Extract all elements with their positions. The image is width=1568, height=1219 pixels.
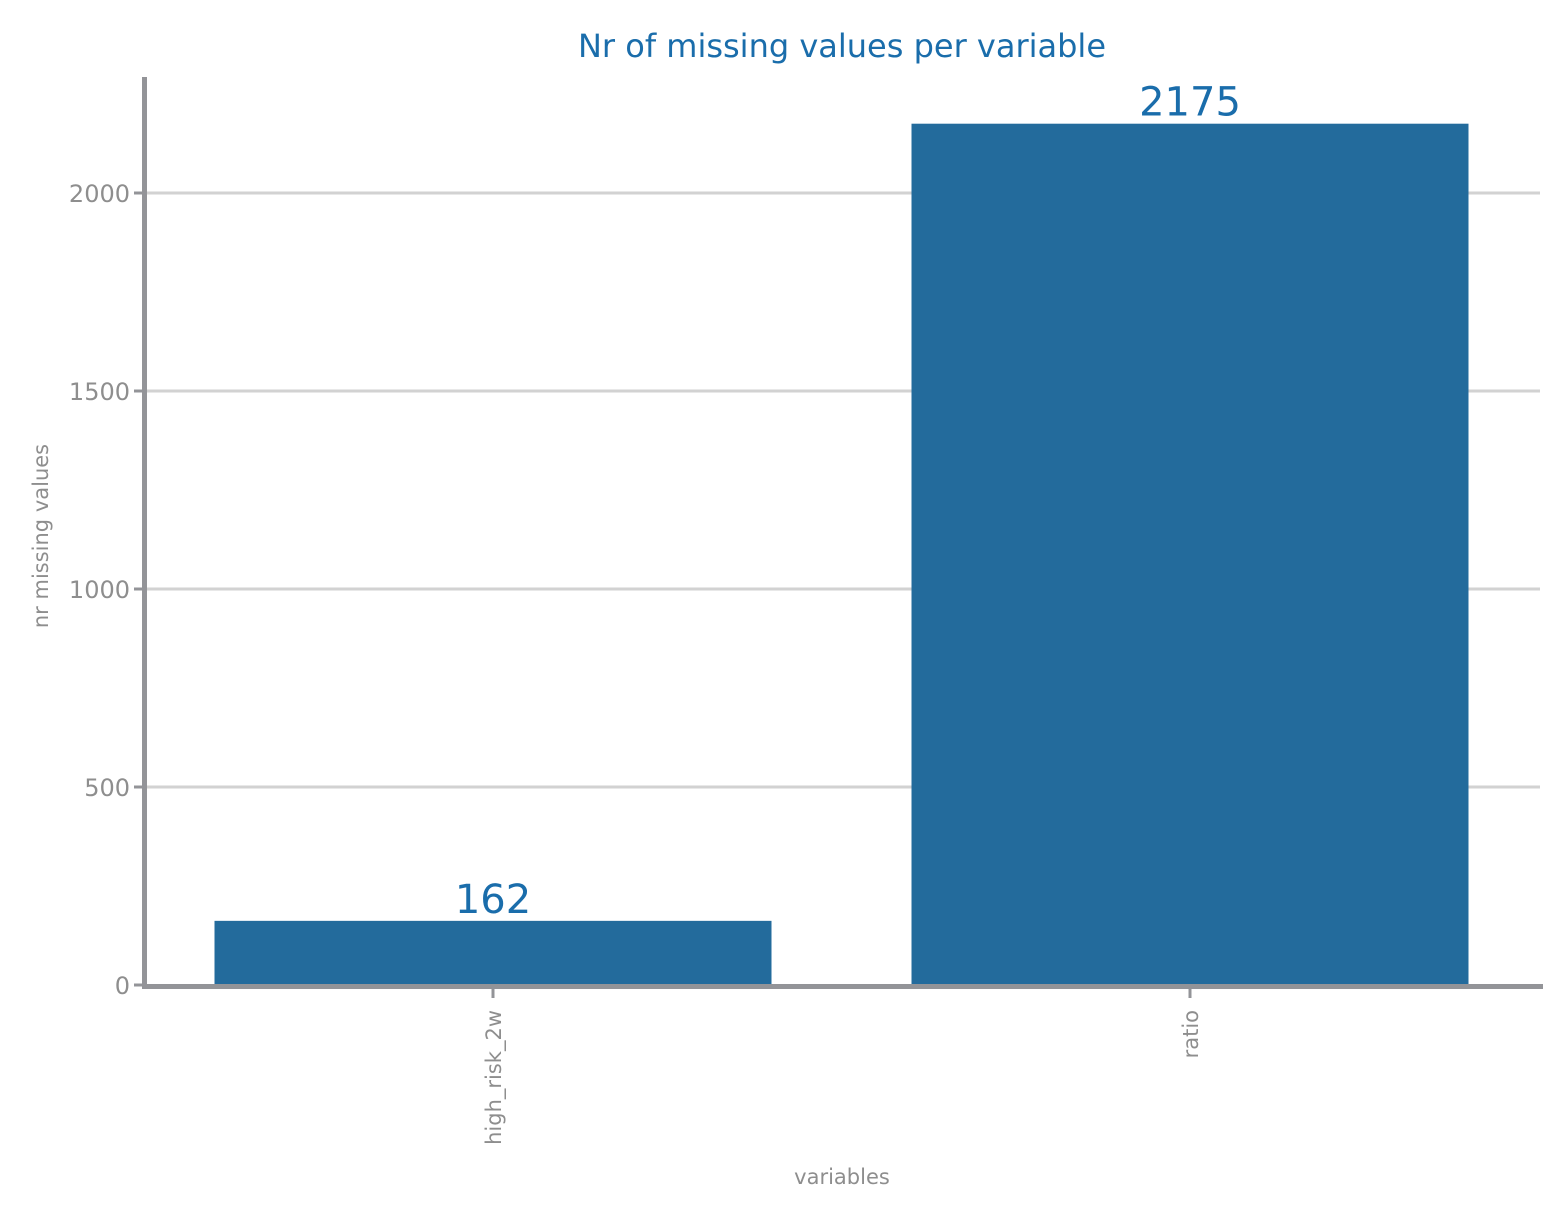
x-tick-label: high_risk_2w	[482, 1010, 507, 1145]
value-labels: 162 2175	[455, 80, 1241, 923]
y-ticks: 0 500 1000 1500 2000	[69, 180, 144, 1000]
x-axis-label: variables	[794, 1165, 890, 1189]
bar	[911, 123, 1469, 985]
bar-value-label: 162	[455, 877, 531, 923]
x-tick-label: ratio	[1179, 1010, 1203, 1058]
y-tick-label: 2000	[69, 180, 130, 208]
y-tick-label: 1000	[69, 576, 130, 604]
x-ticks: high_risk_2w ratio	[482, 989, 1203, 1145]
y-tick-label: 0	[115, 972, 130, 1000]
y-axis-label: nr missing values	[29, 444, 53, 628]
bars	[214, 123, 1469, 985]
y-tick-label: 500	[84, 774, 130, 802]
chart-title: Nr of missing values per variable	[578, 27, 1106, 65]
bar	[214, 920, 772, 985]
y-tick-label: 1500	[69, 378, 130, 406]
bar-value-label: 2175	[1139, 80, 1241, 126]
